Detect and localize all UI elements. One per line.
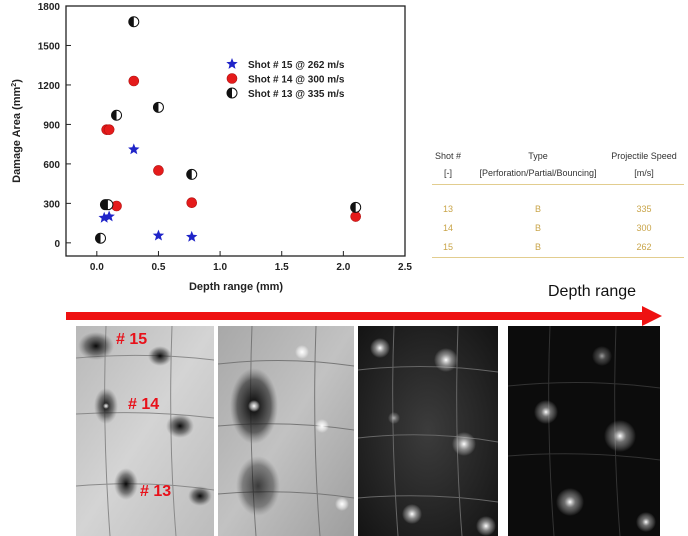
x-tick-label: 1.5 (275, 262, 289, 273)
data-point (128, 16, 140, 28)
data-point-fill (95, 233, 101, 244)
legend-marker-fill (227, 88, 232, 98)
data-point-fill (128, 16, 134, 27)
x-tick-label: 0.5 (152, 262, 166, 273)
data-point-fill (153, 102, 159, 113)
scatter-chart: 0.0 0.5 1.0 1.5 2.0 2.5 0 300 600 900 1200 1500 1800… (11, 2, 412, 293)
data-point (186, 230, 198, 242)
data-point-fill (350, 202, 356, 213)
data-point (98, 211, 110, 223)
cell-type: B (534, 204, 541, 214)
table-bottom-rule (432, 257, 684, 258)
data-point-fill (186, 169, 192, 180)
legend-label: Shot # 13 @ 335 m/s (248, 89, 345, 100)
cell-speed: 300 (636, 223, 652, 233)
data-point (103, 210, 115, 222)
depth-range-label: Depth range (548, 283, 637, 300)
x-axis-label: Depth range (mm) (189, 281, 283, 293)
header-shot: Shot # [-] (428, 148, 468, 182)
legend-marker (226, 58, 238, 69)
header-type: Type [Perforation/Partial/Bouncing] (468, 148, 608, 182)
legend-marker (226, 87, 238, 99)
data-point (111, 109, 123, 121)
x-tick-label: 2.0 (336, 262, 350, 273)
y-tick-label: 1800 (38, 2, 61, 13)
y-axis-label: Damage Area (mm2) (11, 79, 23, 183)
ct-panel-3 (358, 326, 498, 536)
header-speed-line2: [m/s] (634, 168, 654, 178)
data-point (102, 199, 114, 211)
data-point (186, 197, 198, 209)
ct-panel-2 (218, 326, 354, 536)
cell-speed: 335 (636, 204, 652, 214)
panel-label-14: # 14 (128, 396, 160, 413)
y-tick-label: 300 (43, 199, 60, 210)
y-tick-label: 1500 (38, 41, 61, 52)
y-tick-label: 0 (54, 239, 60, 250)
x-tick-label: 1.0 (213, 262, 227, 273)
header-shot-line2: [-] (444, 168, 452, 178)
legend-label: Shot # 14 @ 300 m/s (248, 75, 345, 86)
data-point-fill (111, 110, 117, 121)
y-tick-label: 1200 (38, 81, 61, 92)
panel-label-13: # 13 (140, 483, 172, 500)
plot-frame (65, 5, 406, 257)
legend-marker (226, 73, 238, 84)
header-type-line2: [Perforation/Partial/Bouncing] (479, 168, 597, 178)
ct-panel-1 (76, 326, 214, 536)
table-header-rule (432, 184, 684, 185)
cell-type: B (534, 242, 541, 252)
y-tick-label: 600 (43, 160, 60, 171)
data-point (153, 165, 164, 176)
cell-speed: 262 (636, 242, 652, 252)
data-point (95, 232, 107, 244)
data-point-fill (102, 199, 108, 210)
data-point (350, 211, 361, 222)
header-speed-line1: Projectile Speed (611, 151, 677, 161)
ct-panel-4 (508, 326, 660, 536)
data-point (128, 143, 140, 155)
depth-range-arrow (66, 306, 662, 326)
y-tick-label: 900 (43, 120, 60, 131)
data-point (152, 101, 164, 113)
cell-type: B (534, 223, 541, 233)
header-speed: Projectile Speed [m/s] (604, 148, 684, 182)
header-type-line1: Type (528, 151, 548, 161)
data-point (103, 124, 115, 135)
data-point (350, 201, 362, 213)
legend-label: Shot # 15 @ 262 m/s (248, 60, 345, 71)
x-tick-label: 0.0 (90, 262, 104, 273)
cell-shot: 15 (442, 242, 453, 252)
header-shot-line1: Shot # (434, 151, 462, 161)
panel-label-15: # 15 (116, 331, 148, 348)
cell-shot: 13 (442, 204, 453, 214)
data-point (186, 168, 198, 180)
cell-shot: 14 (442, 223, 453, 233)
data-point (128, 75, 140, 87)
data-point (152, 229, 165, 241)
x-tick-label: 2.5 (398, 262, 412, 273)
